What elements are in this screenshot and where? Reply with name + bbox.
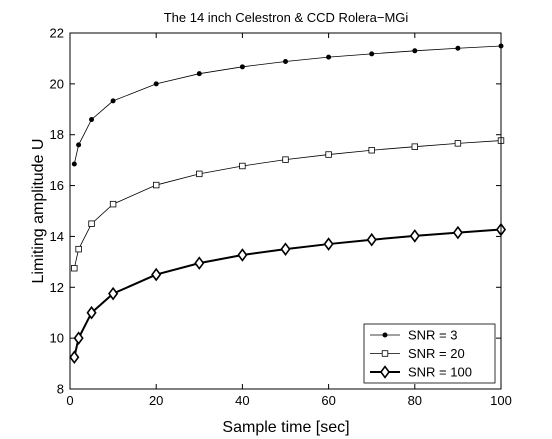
y-tick-label: 18 <box>50 127 64 142</box>
data-point <box>196 170 203 178</box>
legend-label: SNR = 100 <box>408 365 472 380</box>
x-tick-label: 20 <box>149 393 163 408</box>
data-point <box>368 147 375 154</box>
legend-marker <box>382 332 388 338</box>
data-point <box>151 267 162 282</box>
data-point <box>283 58 288 64</box>
legend: SNR = 3 SNR = 20 SNR = 100 <box>363 323 496 384</box>
chart-title: The 14 inch Celestron & CCD Rolera−MGi <box>164 10 409 25</box>
data-point <box>71 265 78 272</box>
data-point <box>452 225 463 240</box>
data-point <box>194 256 205 270</box>
series-0 <box>71 43 504 167</box>
y-tick-label: 16 <box>50 178 64 193</box>
x-axis-label: Sample time [sec] <box>222 419 349 436</box>
data-point <box>409 229 420 243</box>
data-point <box>88 220 95 227</box>
legend-label: SNR = 20 <box>408 346 465 361</box>
data-point <box>280 242 291 256</box>
y-axis-label: Limiting amplitude U <box>30 139 47 284</box>
x-tick-label: 60 <box>321 393 335 408</box>
data-point <box>455 45 461 51</box>
data-point <box>86 305 97 320</box>
data-point <box>76 142 82 148</box>
series-2 <box>69 222 507 365</box>
legend-marker <box>381 350 389 357</box>
data-point <box>89 116 95 122</box>
series-1 <box>71 137 505 272</box>
x-tick-label: 40 <box>235 393 249 408</box>
y-tick-label: 12 <box>50 280 64 295</box>
data-point <box>454 140 462 147</box>
legend-marker <box>379 365 391 379</box>
data-point <box>75 245 82 253</box>
data-point <box>153 81 159 87</box>
data-point <box>237 248 248 262</box>
data-point <box>366 232 377 247</box>
y-tick-label: 8 <box>57 382 64 397</box>
data-point <box>326 54 332 60</box>
data-point <box>325 151 332 158</box>
y-tick-label: 10 <box>50 331 64 346</box>
data-point <box>152 181 160 189</box>
plot-frame <box>69 32 502 390</box>
series-layer <box>69 43 507 365</box>
data-point <box>73 331 84 345</box>
data-point <box>69 350 80 365</box>
data-point <box>109 200 117 208</box>
data-point <box>110 98 116 104</box>
data-point <box>239 64 245 70</box>
x-tick-label: 0 <box>66 393 73 408</box>
data-point <box>108 286 119 301</box>
y-tick-label: 22 <box>50 26 64 41</box>
x-tick-label: 80 <box>408 393 422 408</box>
data-point <box>239 162 246 170</box>
data-point <box>196 71 202 77</box>
data-point <box>323 237 334 251</box>
data-point <box>71 161 77 167</box>
axis-ticks: 0 20 40 60 80 100 8 10 12 14 16 18 20 22 <box>50 26 512 409</box>
data-point <box>369 51 375 57</box>
y-tick-label: 14 <box>50 229 64 244</box>
y-tick-label: 20 <box>50 76 64 91</box>
data-point <box>412 48 418 54</box>
data-point <box>282 156 289 163</box>
legend-label: SNR = 3 <box>408 328 458 343</box>
x-tick-label: 100 <box>490 393 512 408</box>
data-point <box>411 143 418 150</box>
